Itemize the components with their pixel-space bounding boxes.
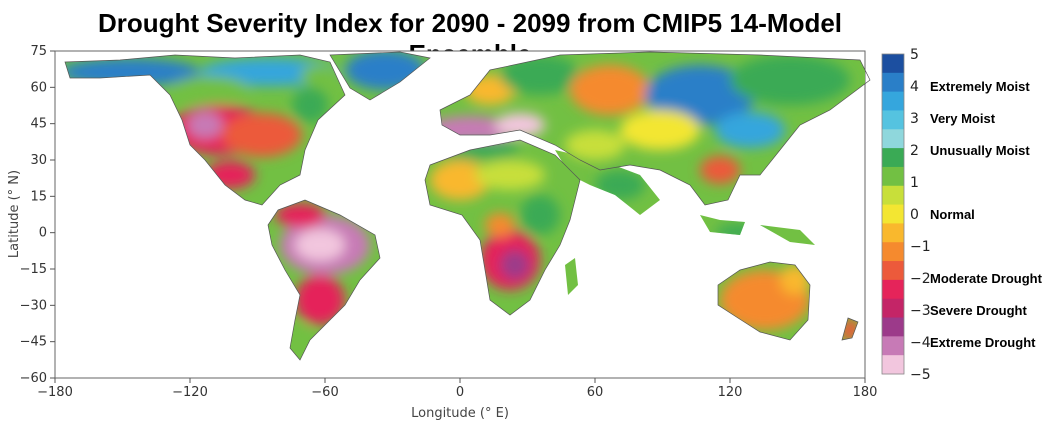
colorbar-tick-label: 3 — [910, 111, 919, 127]
colorbar-segment — [882, 317, 904, 337]
y-axis-ticks: 75 60 45 30 15 0 −15 −30 −45 −60 — [20, 44, 55, 386]
colorbar-segment — [882, 355, 904, 375]
y-tick-label: −30 — [20, 298, 47, 313]
y-tick-label: 0 — [39, 226, 47, 241]
y-tick-label: 60 — [30, 80, 47, 95]
x-tick-label: 60 — [587, 385, 604, 400]
y-tick-label: 30 — [30, 153, 47, 168]
colorbar-frame — [881, 53, 905, 375]
y-tick-label: 15 — [30, 189, 47, 204]
colorbar-segment — [882, 242, 904, 262]
x-tick-label: 0 — [456, 385, 464, 400]
colorbar-segment — [882, 223, 904, 243]
colorbar-segment — [882, 204, 904, 224]
colorbar-category-label: Extreme Drought — [930, 335, 1036, 350]
colorbar-segment — [882, 72, 904, 93]
x-tick-label: 120 — [718, 385, 743, 400]
x-axis-label: Longitude (° E) — [411, 406, 509, 421]
y-tick-label: −45 — [20, 335, 47, 350]
colorbar-segment — [882, 336, 904, 356]
y-tick-label: 75 — [30, 44, 47, 59]
colorbar-category-label: Very Moist — [930, 111, 996, 126]
y-tick-label: 45 — [30, 117, 47, 132]
x-tick-label: −120 — [172, 385, 208, 400]
colorbar-tick-label: −2 — [910, 271, 931, 287]
x-tick-label: 180 — [853, 385, 878, 400]
colorbar-tick-label: 0 — [910, 207, 919, 223]
colorbar-segment — [882, 298, 904, 319]
x-axis-ticks: −180 −120 −60 0 60 120 180 — [37, 378, 877, 400]
colorbar-segment — [882, 148, 904, 168]
colorbar-tick-label: −5 — [910, 367, 931, 383]
colorbar-category-label: Normal — [930, 207, 975, 222]
colorbar-segment — [882, 129, 904, 149]
colorbar-category-label: Severe Drought — [930, 303, 1027, 318]
colorbar-category-label: Moderate Drought — [930, 271, 1043, 286]
colorbar-tick-label: −3 — [910, 303, 931, 319]
colorbar-category-label: Unusually Moist — [930, 143, 1030, 158]
coastlines — [64, 51, 871, 361]
colorbar-category-label: Extremely Moist — [930, 79, 1030, 94]
colorbar-tick-label: 5 — [910, 47, 919, 63]
x-tick-label: −60 — [311, 385, 338, 400]
y-tick-label: −15 — [20, 262, 47, 277]
y-tick-label: −60 — [20, 371, 47, 386]
colorbar-tick-label: 4 — [910, 79, 919, 95]
colorbar-segment — [882, 91, 904, 111]
colorbar-segment — [882, 185, 904, 206]
colorbar-tick-label: −4 — [910, 335, 931, 351]
colorbar-segment — [882, 279, 904, 300]
colorbar-tick-label: 2 — [910, 143, 919, 159]
colorbar-tick-label: −1 — [910, 239, 931, 255]
colorbar-segment — [882, 110, 904, 130]
colorbar-segment — [882, 54, 904, 74]
colorbar-segment — [882, 166, 904, 187]
x-tick-label: −180 — [37, 385, 73, 400]
colorbar-tick-label: 1 — [910, 175, 919, 191]
colorbar: 5 4 Extremely Moist 3 Very Moist 2 Unusually M… — [881, 47, 1043, 383]
y-axis-label: Latitude (° N) — [7, 170, 22, 258]
colorbar-segment — [882, 261, 904, 281]
